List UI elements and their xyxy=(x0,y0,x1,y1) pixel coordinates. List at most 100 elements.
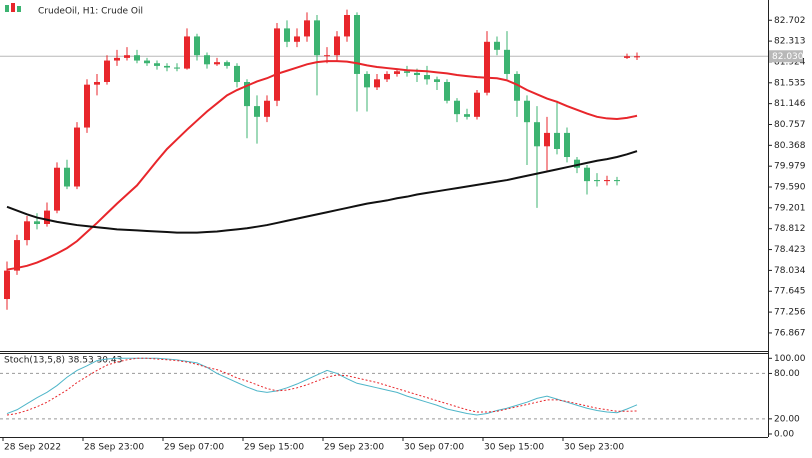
candle-body xyxy=(384,73,390,80)
candle-body xyxy=(214,62,220,65)
y-tick-label: 78.423 xyxy=(774,245,806,255)
x-tick-label: 30 Sep 15:00 xyxy=(484,443,544,453)
candle-body xyxy=(64,167,70,187)
candle-body xyxy=(524,100,530,123)
y-tick-label: 100.00 xyxy=(774,354,806,364)
candle-body xyxy=(554,132,560,149)
y-tick-label: 79.590 xyxy=(774,183,806,193)
candle-body xyxy=(44,210,50,224)
candle-body xyxy=(474,92,480,117)
candle-body xyxy=(104,60,110,82)
x-tick-label: 28 Sep 23:00 xyxy=(84,443,144,453)
y-tick-label: 0.00 xyxy=(774,429,794,439)
candle-body xyxy=(224,62,230,66)
x-tick-label: 29 Sep 07:00 xyxy=(164,443,224,453)
candle-body xyxy=(184,36,190,69)
candle-body xyxy=(194,36,200,56)
candle-body xyxy=(234,65,240,82)
x-tick-label: 28 Sep 2022 xyxy=(4,443,61,453)
candle-body xyxy=(144,60,150,64)
y-tick-label: 78.812 xyxy=(774,224,806,234)
candle-body xyxy=(434,79,440,82)
y-tick-label: 76.867 xyxy=(774,328,806,338)
candle-body xyxy=(324,55,330,57)
candle-body xyxy=(634,56,640,58)
candle-body xyxy=(484,41,490,93)
candle-body xyxy=(274,28,280,101)
x-tick-label: 29 Sep 15:00 xyxy=(244,443,304,453)
candle-body xyxy=(404,71,410,73)
candle-body xyxy=(614,180,620,182)
candle-body xyxy=(244,81,250,107)
candle-body xyxy=(24,221,30,241)
candle-body xyxy=(84,84,90,128)
candle-body xyxy=(514,73,520,101)
y-tick-label: 80.00 xyxy=(774,369,800,379)
candle-body xyxy=(464,114,470,117)
indicator-title: Stoch(13,5,8) 38.53 30.43 xyxy=(4,356,122,366)
candle-body xyxy=(354,15,360,74)
candle-body xyxy=(594,180,600,182)
candle-body xyxy=(54,167,60,211)
candle-body xyxy=(454,100,460,115)
y-tick-label: 77.256 xyxy=(774,308,806,318)
candle-body xyxy=(294,36,300,42)
candle-body xyxy=(334,36,340,56)
candle-body xyxy=(374,79,380,88)
candle-body xyxy=(284,28,290,42)
candle-body xyxy=(494,41,500,50)
candle-body xyxy=(4,270,10,300)
candle-body xyxy=(544,132,550,147)
y-tick-label: 78.034 xyxy=(774,266,806,276)
chart-title: CrudeOil, H1: Crude Oil xyxy=(38,7,143,17)
y-tick-label: 81.146 xyxy=(774,99,806,109)
candle-body xyxy=(114,57,120,61)
y-tick-label: 79.979 xyxy=(774,162,806,172)
chart-icon xyxy=(5,3,21,12)
candle-body xyxy=(504,49,510,74)
candle-body xyxy=(134,55,140,61)
x-tick-label: 29 Sep 23:00 xyxy=(324,443,384,453)
x-tick-label: 30 Sep 23:00 xyxy=(564,443,624,453)
candle-body xyxy=(124,55,130,58)
last-price-box xyxy=(769,50,803,63)
candle-body xyxy=(364,73,370,88)
y-tick-label: 80.757 xyxy=(774,120,806,130)
candle-body xyxy=(14,240,20,271)
y-tick-label: 20.00 xyxy=(774,414,800,424)
candle-body xyxy=(604,180,610,182)
stochastic-line xyxy=(6,357,638,416)
candle-body xyxy=(394,71,400,74)
x-tick-label: 30 Sep 07:00 xyxy=(404,443,464,453)
candle-body xyxy=(254,106,260,117)
candle-body xyxy=(74,127,80,187)
candle-body xyxy=(164,65,170,68)
moving-average xyxy=(6,150,638,234)
candle-body xyxy=(204,55,210,65)
candle-body xyxy=(584,167,590,182)
candle-body xyxy=(564,132,570,158)
y-tick-label: 79.201 xyxy=(774,203,806,213)
candle-body xyxy=(414,72,420,76)
last-price-label: 82.030 xyxy=(772,52,804,62)
y-tick-label: 82.702 xyxy=(774,16,806,26)
candle-body xyxy=(424,75,430,80)
y-tick-label: 82.313 xyxy=(774,37,806,47)
candle-body xyxy=(444,81,450,101)
y-tick-label: 81.535 xyxy=(774,78,806,88)
candle-body xyxy=(34,221,40,224)
candle-body xyxy=(574,159,580,168)
y-tick-label: 80.368 xyxy=(774,141,806,151)
y-tick-label: 77.645 xyxy=(774,287,806,297)
candle-body xyxy=(154,63,160,66)
candle-body xyxy=(174,67,180,69)
y-tick-label: 81.924 xyxy=(774,57,806,67)
moving-average xyxy=(6,60,638,271)
candle-body xyxy=(534,122,540,147)
candle-body xyxy=(304,20,310,37)
candle-body xyxy=(314,20,320,56)
candle-body xyxy=(94,81,100,85)
candle-body xyxy=(264,100,270,117)
